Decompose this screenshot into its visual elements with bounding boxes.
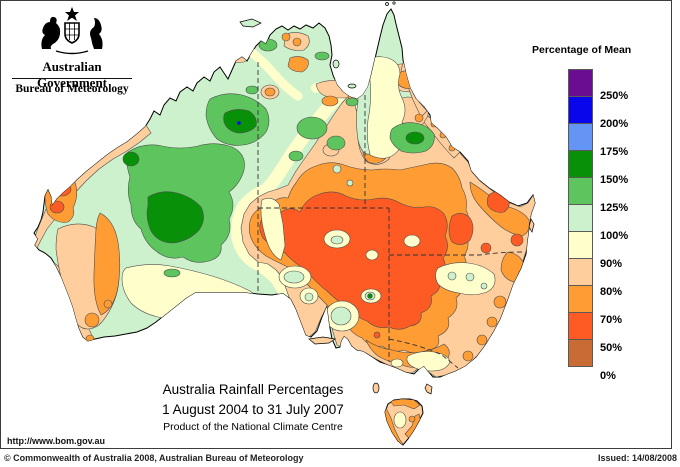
- legend-title: Percentage of Mean: [532, 44, 632, 56]
- islands: [239, 1, 535, 395]
- rainfall-50pc-regions: [49, 54, 524, 339]
- legend-swatch-80-90: [568, 258, 593, 286]
- crest-star-icon: [65, 7, 79, 21]
- legend-swatch-250plus: [568, 69, 593, 97]
- australia-rainfall-map: [33, 1, 536, 446]
- crest-emu-icon: [90, 18, 103, 49]
- tasmania-90pc: [393, 411, 407, 429]
- bom-url: http://www.bom.gov.au: [7, 436, 105, 446]
- legend-color-bar: [568, 69, 593, 367]
- tasmania: [384, 398, 424, 446]
- issued-date: Issued: 14/08/2008: [597, 453, 677, 463]
- legend-label-200: 200%: [600, 118, 629, 130]
- legend-swatch-70-80: [568, 285, 593, 313]
- rainfall-150pc-regions: [122, 109, 425, 299]
- map-product-note: Product of the National Climate Centre: [163, 421, 343, 433]
- legend-swatch-150-175: [568, 150, 593, 178]
- header-divider: [12, 78, 132, 79]
- legend-label-250: 250%: [600, 90, 629, 102]
- legend-swatch-50-70: [568, 312, 593, 340]
- legend-label-50: 50%: [600, 342, 623, 354]
- legend-swatch-200-250: [568, 96, 593, 124]
- rainfall-200pc-spot: [237, 121, 241, 125]
- legend-label-100: 100%: [600, 230, 629, 242]
- legend-label-80: 80%: [600, 286, 623, 298]
- crest-kangaroo-icon: [41, 16, 61, 49]
- legend-label-175: 175%: [600, 146, 629, 158]
- legend-label-70: 70%: [600, 314, 623, 326]
- australian-coat-of-arms-icon: [41, 7, 103, 55]
- state-borders: [257, 62, 523, 369]
- legend-label-125: 125%: [600, 202, 629, 214]
- legend-label-150: 150%: [600, 174, 629, 186]
- legend-swatch-0-50: [568, 339, 593, 367]
- crest-shield-hatch: [65, 23, 79, 40]
- bureau-label: Bureau of Meteorology: [15, 83, 129, 95]
- legend-label-0: 0%: [600, 370, 616, 382]
- copyright-notice: © Commonwealth of Australia 2008, Austra…: [4, 453, 304, 463]
- legend-swatch-90-100: [568, 231, 593, 259]
- legend-swatch-175-200: [568, 123, 593, 151]
- legend-label-90: 90%: [600, 258, 623, 270]
- crest-scroll-icon: [55, 50, 89, 55]
- title-block: Australia Rainfall Percentages 1 August …: [103, 382, 403, 433]
- legend-swatch-100-125: [568, 204, 593, 232]
- map-title: Australia Rainfall Percentages: [162, 382, 344, 397]
- map-period: 1 August 2004 to 31 July 2007: [162, 402, 344, 417]
- legend-swatch-125-150: [568, 177, 593, 205]
